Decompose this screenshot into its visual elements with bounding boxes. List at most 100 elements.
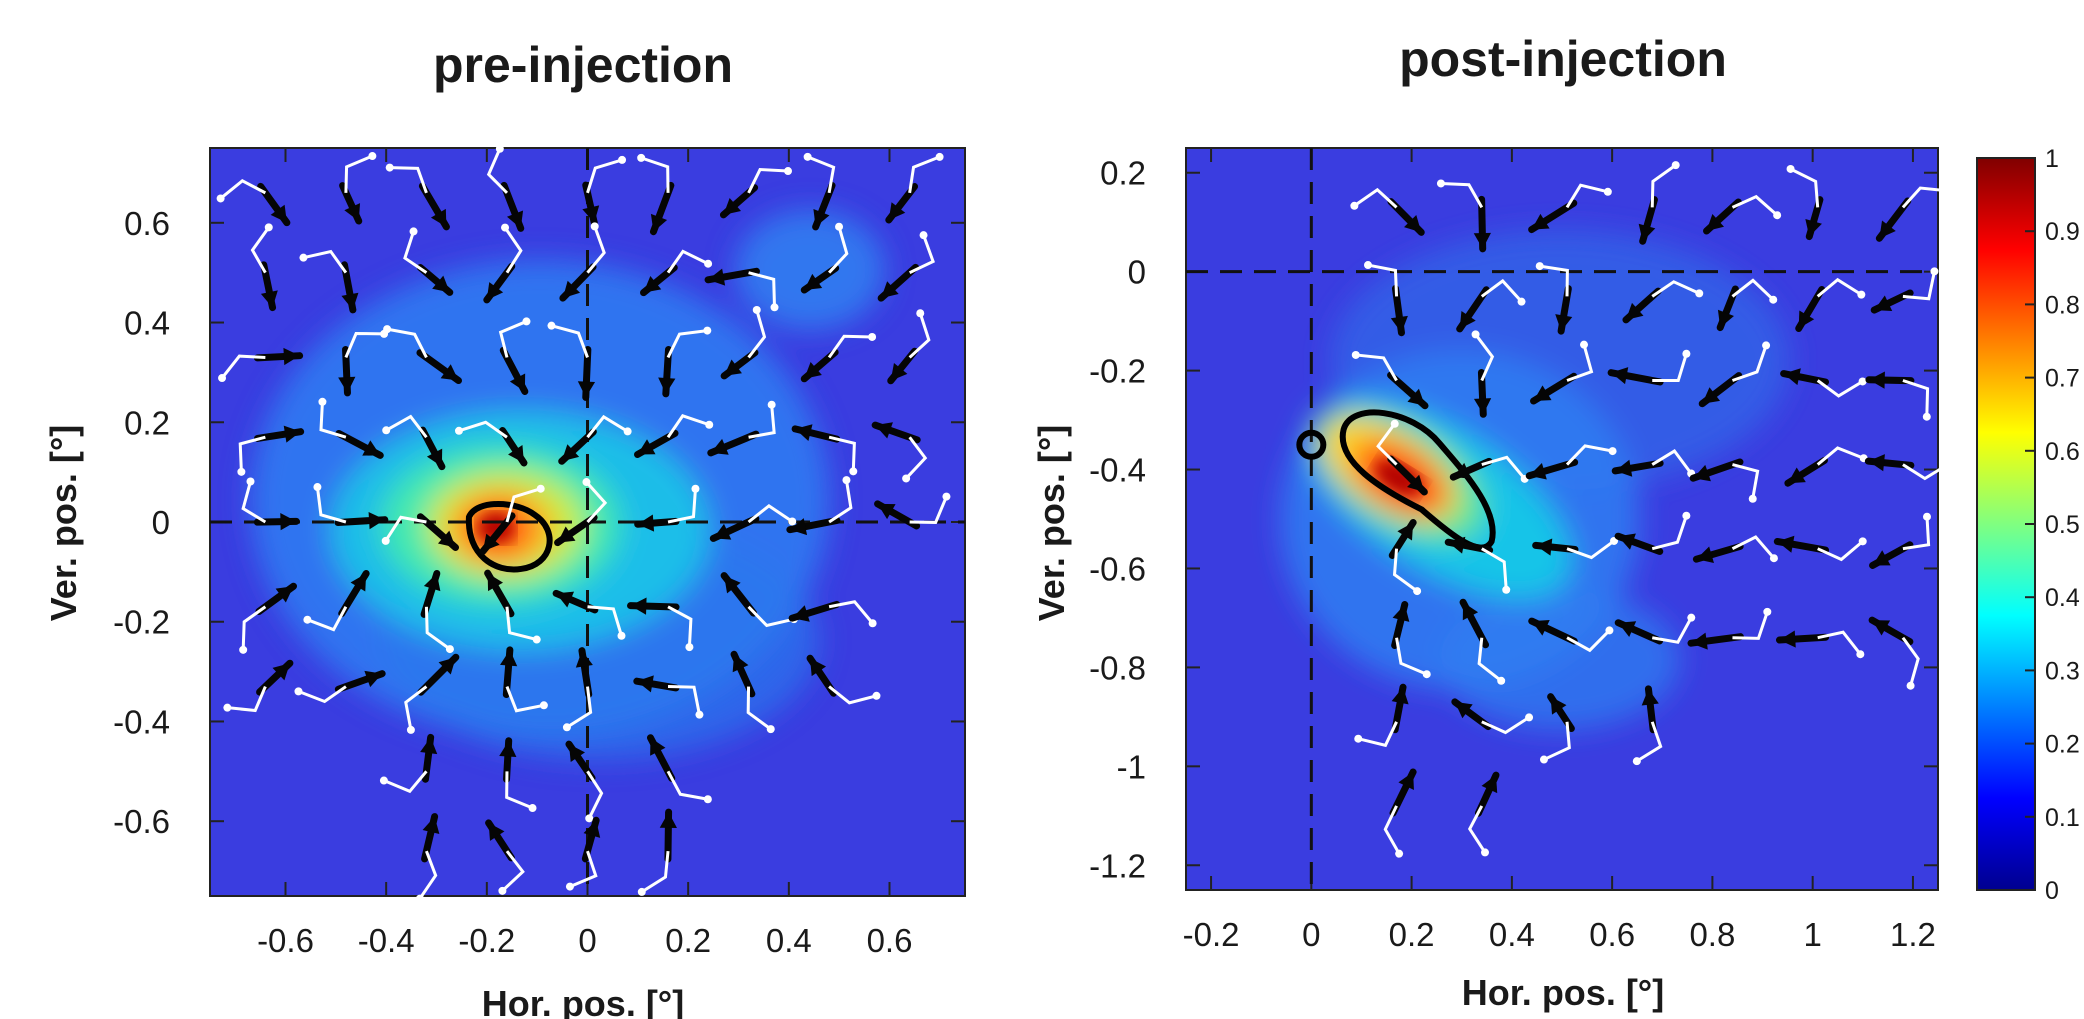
pre-x-tick-label: -0.2	[458, 922, 515, 959]
post-saccade-vector-white	[1651, 449, 1693, 475]
pre-y-tick-label: -0.6	[113, 803, 170, 840]
post-saccade-vector-white-dot	[1769, 295, 1778, 304]
pre-saccade-vector-black-head	[440, 364, 459, 381]
pre-saccade-vector-white	[383, 770, 428, 794]
pre-saccade-vector-black-head	[432, 275, 450, 293]
pre-saccade-vector-white	[586, 770, 604, 819]
post-saccade-vector-black-head	[1535, 538, 1553, 556]
pre-saccade-vector-white	[828, 600, 874, 625]
pre-saccade-vector-white-dot	[539, 701, 548, 710]
post-y-tick-label: 0	[1128, 254, 1146, 291]
pre-saccade-vector-white-dot	[942, 492, 951, 501]
post-y-tick-label: -1.2	[1089, 847, 1146, 884]
pre-saccade-vector-white	[908, 234, 935, 275]
post-y-tick-label: -0.8	[1089, 649, 1146, 686]
pre-saccade-vector-black-head	[420, 737, 438, 755]
pre-saccade-vector-white-dot	[623, 427, 632, 436]
colorbar-tick-label: 1	[2045, 145, 2059, 173]
post-saccade-vector-black-head	[1874, 295, 1893, 312]
post-saccade-vector-black-head	[1407, 388, 1426, 406]
post-saccade-vector-black-head	[1618, 533, 1636, 550]
post-saccade-vector-white	[1481, 547, 1508, 590]
pre-saccade-vector-black-head	[577, 381, 596, 398]
post-saccade-vector-white	[1732, 463, 1760, 500]
pre-saccade-vector-black-head	[562, 280, 581, 299]
pre-saccade-vector-black-head	[804, 273, 823, 291]
post-saccade-vector-white-dot	[1944, 459, 1953, 468]
pre-saccade-vector-black-head	[875, 422, 893, 439]
post-saccade-vector-white-dot	[1480, 848, 1489, 857]
pre-saccade-vector-white-dot	[691, 484, 700, 493]
pre-saccade-vector-white-dot	[381, 536, 390, 545]
pre-saccade-vector-black-head	[888, 202, 906, 220]
post-saccade-vector-white	[1651, 515, 1688, 551]
pre-saccade-vector-white	[297, 685, 347, 704]
post-saccade-vector-white-dot	[1763, 607, 1772, 616]
pre-saccade-vector-white	[747, 167, 789, 194]
pre-saccade-vector-white-dot	[703, 795, 712, 804]
post-saccade-vector-white	[1636, 721, 1663, 763]
post-saccade-vector-white-dot	[1436, 179, 1445, 188]
post-reference-lines	[1186, 148, 1938, 890]
pre-saccade-vector-white-dot	[770, 303, 779, 312]
post-saccade-vector-black-head	[1872, 620, 1891, 636]
post-saccade-vector-white	[1816, 446, 1865, 466]
pre-y-tick-label: 0.4	[124, 305, 170, 342]
pre-saccade-vector-black-head	[280, 513, 297, 531]
pre-saccade-vector-white-dot	[916, 309, 925, 318]
pre-saccade-vector-white	[344, 154, 373, 193]
pre-saccade-vector-white	[640, 850, 670, 894]
pre-saccade-vector-white-dot	[382, 426, 391, 435]
pre-saccade-vector-white	[585, 481, 608, 524]
pre-saccade-vector-white	[666, 329, 708, 359]
pre-saccade-vector-white	[640, 156, 670, 193]
pre-saccade-vector-black-head	[283, 347, 300, 366]
post-saccade-vector-white	[1789, 167, 1820, 208]
pre-saccade-vector-black-head	[486, 282, 504, 300]
pre-saccade-vector-black-head	[568, 744, 585, 763]
post-saccade-vector-black-head	[1868, 371, 1885, 389]
pre-saccade-vector-white-dot	[868, 619, 877, 628]
pre-injection-panel: pre-injection -0.6 -0.4 -0.2 0 0.2 0.4 0.6-0.6…	[43, 37, 966, 1019]
pre-y-tick-label: 0.6	[124, 205, 170, 242]
post-saccade-vector-black-head	[1529, 462, 1547, 480]
pre-x-axis-label: Hor. pos. [°]	[482, 983, 684, 1019]
post-saccade-vector-white-dot	[1395, 849, 1404, 858]
pre-saccade-vector-white-dot	[246, 477, 255, 486]
pre-saccade-vector-white	[569, 850, 598, 888]
post-saccade-vector-white	[1357, 721, 1398, 748]
pre-saccade-vector-white	[384, 515, 427, 542]
pre-x-tick-label: 0.2	[665, 922, 711, 959]
colorbar-tick-label: 0.8	[2045, 291, 2080, 319]
pre-saccade-vector-white	[667, 488, 697, 524]
pre-saccade-vector-black-head	[341, 292, 359, 310]
post-saccade-vector-white	[1816, 379, 1864, 398]
post-x-tick-label: 0.4	[1489, 916, 1535, 953]
colorbar-tick-label: 0	[2045, 877, 2059, 905]
post-saccade-vector-black-head	[1641, 688, 1659, 706]
colorbar-tick-label: 0.4	[2045, 584, 2080, 612]
pre-saccade-vector-white-dot	[532, 635, 541, 644]
colorbar-ticks: 1 0.9 0.8 0.7 0.6 0.5 0.4 0.3 0.2 0.1 0	[2025, 145, 2080, 905]
pre-saccade-vector-white-dot	[239, 645, 248, 654]
pre-saccade-vector-black-head	[344, 203, 361, 222]
post-saccade-vector-black-head	[1702, 387, 1721, 404]
pre-saccade-vector-white	[241, 481, 267, 524]
post-marker-circle	[1296, 429, 1327, 460]
post-saccade-vector-black-head	[1391, 687, 1409, 705]
pre-saccade-vector-white-dot	[766, 725, 775, 734]
pre-saccade-vector-black-head	[422, 816, 440, 834]
pre-saccade-vector-black-head	[364, 670, 383, 688]
pre-saccade-vector-white	[827, 334, 873, 359]
pre-saccade-vector-white-dot	[849, 467, 858, 476]
pre-saccade-vector-white-dot	[313, 483, 322, 492]
pre-saccade-vector-white	[319, 401, 347, 439]
pre-x-tick-label: 0	[578, 922, 596, 959]
pre-saccade-vector-white	[238, 435, 266, 472]
post-saccade-vector-white-dot	[1687, 613, 1696, 622]
post-y-tick-label: 0.2	[1100, 155, 1146, 192]
pre-saccade-vector-white-dot	[562, 723, 571, 732]
pre-saccade-vector-black-head	[500, 649, 518, 667]
pre-saccade-vector-white-dot	[703, 326, 712, 335]
